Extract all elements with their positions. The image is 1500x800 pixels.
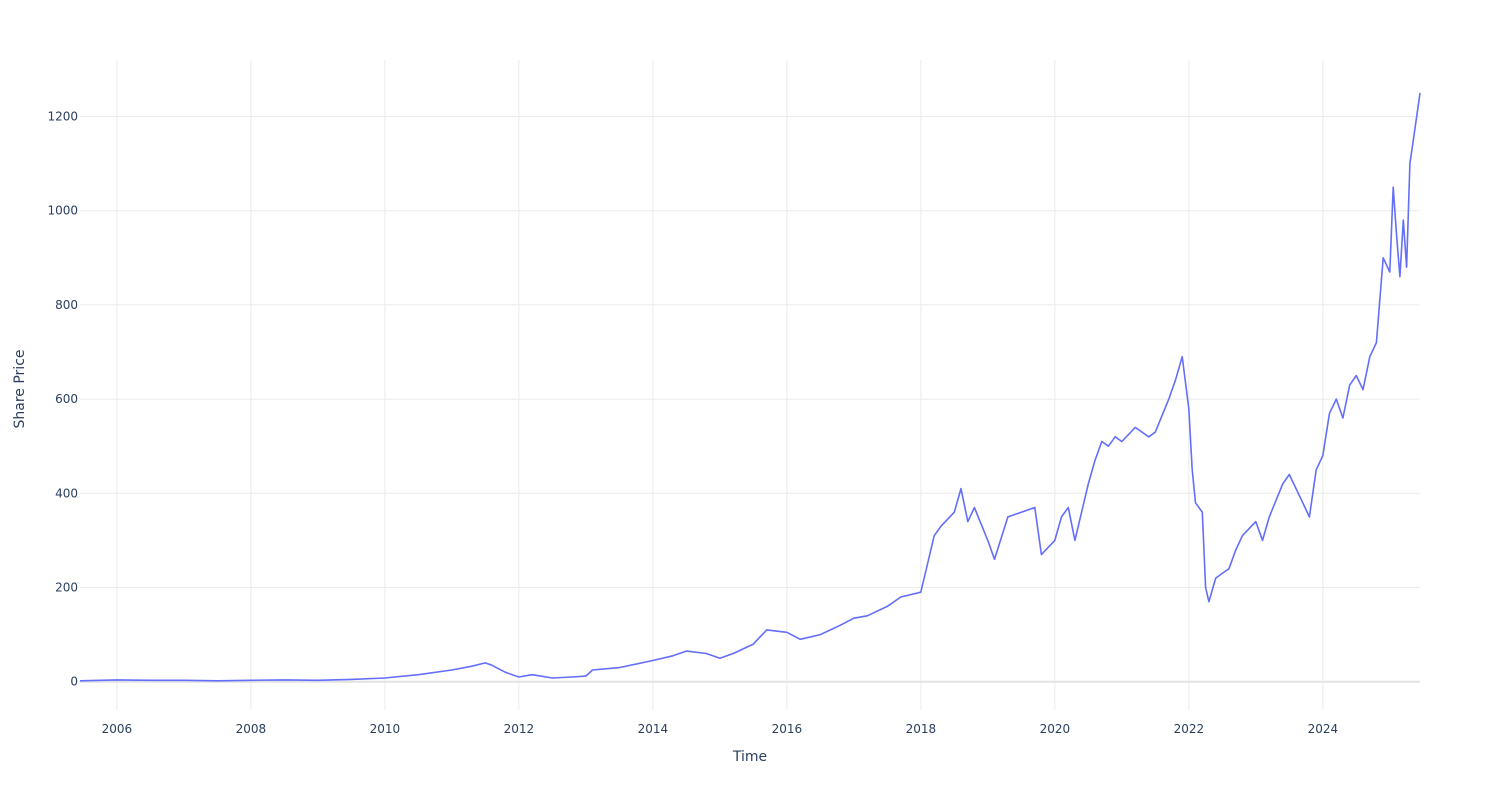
x-tick-label: 2020: [1040, 722, 1071, 736]
x-tick-label: 2016: [772, 722, 803, 736]
y-tick-label: 200: [55, 581, 78, 595]
y-tick-label: 800: [55, 298, 78, 312]
x-tick-label: 2018: [906, 722, 937, 736]
y-tick-label: 1000: [47, 204, 78, 218]
x-tick-label: 2024: [1308, 722, 1339, 736]
y-gridlines: [80, 116, 1420, 589]
y-axis-ticks: 0 200 400 600 800 1000 1200: [47, 110, 78, 689]
y-tick-label: 0: [70, 675, 78, 689]
y-tick-label: 1200: [47, 110, 78, 124]
x-tick-label: 2022: [1174, 722, 1205, 736]
y-axis-title: Share Price: [12, 349, 28, 428]
x-tick-label: 2010: [370, 722, 401, 736]
x-tick-label: 2012: [504, 722, 535, 736]
x-tick-label: 2008: [236, 722, 267, 736]
share-price-line: [79, 92, 1421, 682]
x-tick-label: 2006: [102, 722, 133, 736]
y-tick-label: 400: [55, 486, 78, 500]
x-axis-ticks: 2006 2008 2010 2012 2014 2016 2018 2020 2022 2024: [102, 722, 1339, 736]
x-gridlines: [116, 60, 1324, 710]
y-tick-label: 600: [55, 392, 78, 406]
x-tick-label: 2014: [638, 722, 669, 736]
x-axis-title: Time: [732, 749, 767, 765]
